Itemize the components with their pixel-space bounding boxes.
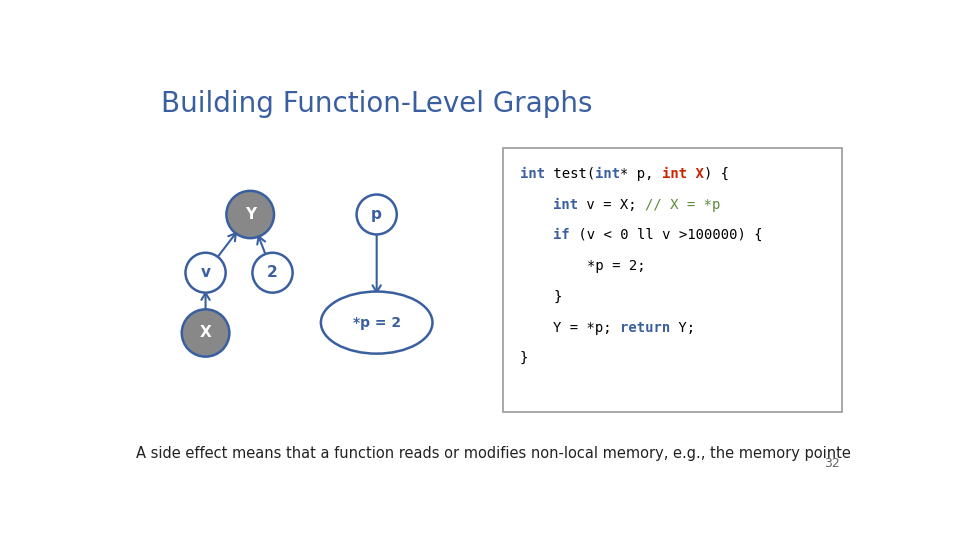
FancyBboxPatch shape [503,148,842,412]
Text: if: if [553,228,570,242]
Text: v: v [201,265,210,280]
Text: Y = *p;: Y = *p; [553,321,620,335]
Text: }: } [519,352,528,366]
Text: ) {: ) { [704,167,729,181]
Ellipse shape [185,253,226,293]
Text: v = X;: v = X; [578,198,645,212]
Ellipse shape [252,253,293,293]
Text: p: p [372,207,382,222]
Text: *p = 2: *p = 2 [352,315,400,329]
Text: *p = 2;: *p = 2; [587,259,645,273]
FancyArrowPatch shape [217,233,236,258]
Text: int: int [519,167,544,181]
Ellipse shape [227,191,274,238]
Ellipse shape [321,292,432,354]
Text: (v < 0 ll v >100000) {: (v < 0 ll v >100000) { [570,228,762,242]
Text: }: } [553,290,562,304]
FancyArrowPatch shape [372,233,381,292]
FancyArrowPatch shape [202,293,209,312]
Text: * p,: * p, [620,167,661,181]
Ellipse shape [181,309,229,356]
Text: test(: test( [544,167,595,181]
Text: 2: 2 [267,265,277,280]
Text: X: X [200,326,211,341]
Text: int X: int X [661,167,704,181]
FancyArrowPatch shape [257,237,266,255]
Text: Y: Y [245,207,255,222]
Text: A side effect means that a function reads or modifies non-local memory, e.g., th: A side effect means that a function read… [136,446,852,461]
Text: // X = *p: // X = *p [645,198,721,212]
Text: int: int [553,198,578,212]
Ellipse shape [356,194,396,234]
Text: int: int [595,167,620,181]
Text: Y;: Y; [670,321,695,335]
Text: return: return [620,321,670,335]
Text: 32: 32 [825,457,840,470]
Text: Building Function-Level Graphs: Building Function-Level Graphs [161,90,592,118]
